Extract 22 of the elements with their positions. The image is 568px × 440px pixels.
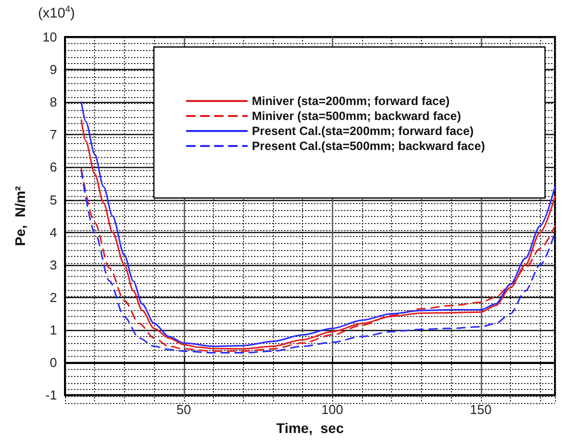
y-tick-label: 0 bbox=[50, 355, 57, 370]
x-tick-label: 100 bbox=[321, 402, 344, 418]
y-tick-label: 6 bbox=[50, 160, 57, 175]
y-tick-label: 7 bbox=[50, 127, 57, 142]
legend-label: Miniver (sta=200mm; forward face) bbox=[252, 94, 450, 108]
legend-label: Present Cal.(sta=200mm; forward face) bbox=[252, 124, 474, 138]
legend-label: Miniver (sta=500mm; backward face) bbox=[252, 109, 461, 123]
y-tick-label: -1 bbox=[45, 388, 57, 403]
y-tick-label: 3 bbox=[50, 257, 57, 272]
x-axis-title: Time, sec bbox=[276, 420, 344, 436]
y-axis-title: Pe, N/m² bbox=[12, 186, 28, 246]
y-tick-label: 1 bbox=[50, 322, 57, 338]
y-tick-label: 9 bbox=[50, 62, 57, 78]
text: (x10$^{4}$) bbox=[38, 4, 75, 21]
y-tick-label: 4 bbox=[50, 224, 57, 240]
y-tick-label: 2 bbox=[50, 290, 57, 305]
y-tick-label: 5 bbox=[50, 192, 57, 208]
legend-label: Present Cal.(sta=500mm; backward face) bbox=[252, 139, 486, 153]
y-tick-label: 10 bbox=[42, 30, 57, 44]
x-tick-label: 150 bbox=[470, 402, 492, 418]
y-tick-label: 8 bbox=[50, 94, 57, 110]
x-tick-label: 50 bbox=[176, 402, 192, 418]
